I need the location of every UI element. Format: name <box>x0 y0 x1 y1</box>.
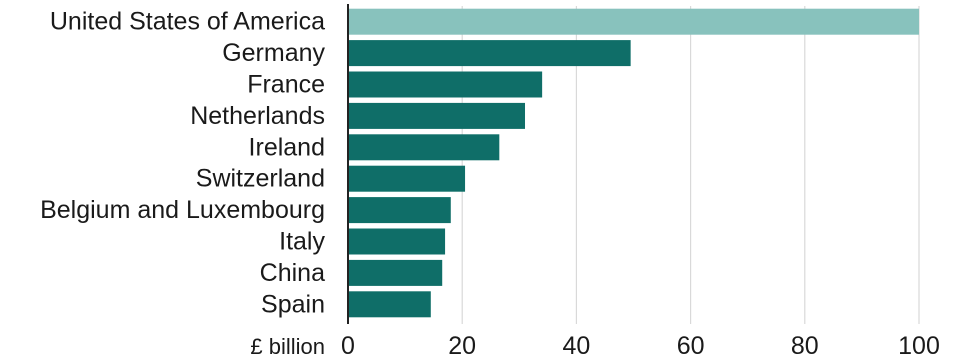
x-tick-label: 80 <box>791 332 819 360</box>
x-tick-label: 100 <box>898 332 940 360</box>
x-axis-unit-label: £ billion <box>250 334 325 359</box>
category-label: France <box>247 71 325 99</box>
category-label: Switzerland <box>196 165 325 193</box>
category-label: United States of America <box>50 8 325 36</box>
bar <box>348 8 919 35</box>
x-tick-label: 60 <box>677 332 705 360</box>
category-label: Germany <box>222 39 325 67</box>
bar <box>348 165 466 192</box>
bar <box>348 40 631 67</box>
bar <box>348 291 431 318</box>
category-label: China <box>260 259 325 287</box>
bar <box>348 259 443 286</box>
category-label: Netherlands <box>190 102 325 130</box>
bar <box>348 197 451 224</box>
category-label: Italy <box>279 228 325 256</box>
bar <box>348 134 500 161</box>
x-tick-label: 0 <box>341 332 355 360</box>
category-label: Ireland <box>249 133 325 161</box>
x-axis-ticks: 0 20 40 60 80 100 <box>341 332 940 360</box>
bars <box>348 8 919 318</box>
category-label: Spain <box>261 290 325 318</box>
bar <box>348 102 526 129</box>
x-tick-label: 20 <box>448 332 476 360</box>
bar <box>348 71 543 98</box>
category-labels: United States of America Germany France Net… <box>40 8 325 319</box>
x-tick-label: 40 <box>562 332 590 360</box>
bar <box>348 228 446 255</box>
category-label: Belgium and Luxembourg <box>40 196 325 224</box>
